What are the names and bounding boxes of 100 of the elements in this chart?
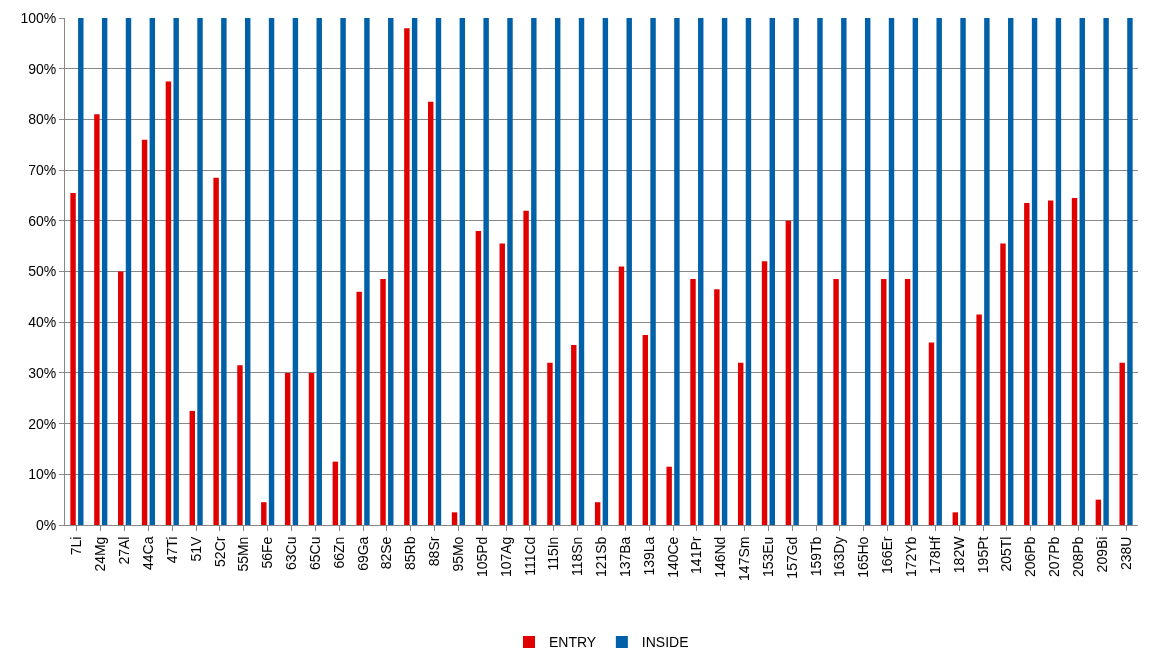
bar [769, 18, 775, 525]
x-tick-label: 141Pr [688, 536, 705, 574]
bar [817, 18, 823, 525]
y-tick-label: 80% [28, 111, 57, 128]
x-tick-label: 85Rb [402, 536, 419, 571]
bar [626, 18, 632, 525]
bar [841, 18, 847, 525]
x-tick-label: 207Pb [1046, 536, 1063, 578]
x-tick-label: 165Ho [855, 536, 872, 578]
x-tick-label: 47Ti [163, 536, 180, 564]
bar [70, 192, 76, 525]
bar [292, 18, 299, 525]
bar [141, 139, 148, 525]
x-tick-label: 105Pd [473, 536, 490, 578]
bar [690, 279, 696, 525]
x-tick-label: 166Er [879, 536, 896, 574]
bar [380, 279, 386, 525]
x-tick-label: 209Bi [1093, 536, 1110, 573]
bar [1103, 18, 1109, 525]
bar [912, 18, 919, 525]
bar [388, 18, 394, 525]
x-tick-label: 66Zn [330, 536, 347, 569]
bar [1079, 18, 1085, 525]
x-tick-label: 205Tl [998, 536, 1015, 572]
x-tick-label: 195Pt [974, 536, 991, 574]
bar [698, 18, 704, 525]
bar [284, 372, 291, 525]
x-tick-label: 7Li [68, 536, 85, 556]
bar [976, 314, 982, 525]
bar [1008, 18, 1014, 525]
bar [952, 512, 958, 525]
bar [1071, 197, 1078, 525]
bar [332, 461, 339, 525]
bar [428, 101, 434, 525]
y-tick-label: 20% [28, 415, 57, 432]
y-tick-label: 60% [28, 212, 57, 229]
y-tick-label: 70% [28, 162, 57, 178]
x-tick-label: 88Sr [426, 536, 443, 567]
bar [984, 18, 990, 525]
bar [499, 243, 505, 525]
bar [1127, 18, 1133, 525]
x-tick-label: 118Sn [569, 536, 586, 577]
x-tick-label: 27Al [116, 536, 133, 565]
legend-label: INSIDE [641, 634, 689, 651]
x-tick-label: 24Mg [92, 536, 109, 572]
bar [674, 18, 680, 525]
x-tick-label: 139La [640, 536, 657, 576]
bar [356, 291, 362, 525]
bar [721, 18, 728, 525]
bar [602, 18, 609, 525]
bar [785, 220, 792, 525]
bar [904, 279, 911, 525]
bar [189, 410, 195, 525]
bar [435, 18, 442, 525]
bar [1031, 18, 1038, 525]
bar [101, 18, 108, 525]
x-tick-label: 206Pb [1022, 536, 1039, 578]
bar [888, 18, 895, 525]
x-tick-label: 163Dy [831, 536, 848, 578]
bar [1055, 18, 1062, 525]
x-tick-label: 63Cu [283, 536, 300, 571]
x-tick-label: 115In [545, 536, 562, 571]
bar [666, 466, 672, 525]
bar [793, 18, 799, 525]
bar [268, 18, 275, 525]
bar [531, 18, 537, 525]
y-tick-label: 90% [28, 60, 57, 77]
bar [571, 345, 577, 525]
bar [404, 28, 410, 525]
bar [1095, 499, 1102, 525]
y-tick-label: 100% [20, 9, 57, 26]
bar [1047, 200, 1054, 525]
bar [221, 18, 227, 525]
x-tick-label: 44Ca [140, 536, 157, 571]
y-tick-label: 10% [28, 466, 57, 483]
x-tick-label: 121Sb [593, 536, 610, 578]
bar [118, 271, 124, 525]
bar [547, 362, 553, 525]
x-tick-label: 178Hf [926, 536, 943, 574]
y-tick-label: 40% [28, 314, 57, 331]
bar [197, 18, 203, 525]
x-tick-label: 69Ga [354, 536, 371, 571]
bar [451, 512, 458, 525]
y-tick-label: 0% [35, 516, 57, 533]
bar [578, 18, 585, 525]
bar [642, 334, 649, 525]
bar [507, 18, 513, 525]
bar [125, 18, 132, 525]
bar [411, 18, 418, 525]
bar [714, 289, 720, 525]
bar [864, 18, 871, 525]
x-tick-label: 56Fe [259, 536, 276, 569]
bar [650, 18, 656, 525]
bar [737, 362, 744, 525]
bar [1119, 362, 1125, 525]
x-tick-label: 82Se [378, 536, 395, 570]
bar [1024, 203, 1030, 525]
bar [308, 372, 315, 525]
bar [340, 18, 346, 525]
x-tick-label: 159Tb [807, 536, 824, 577]
